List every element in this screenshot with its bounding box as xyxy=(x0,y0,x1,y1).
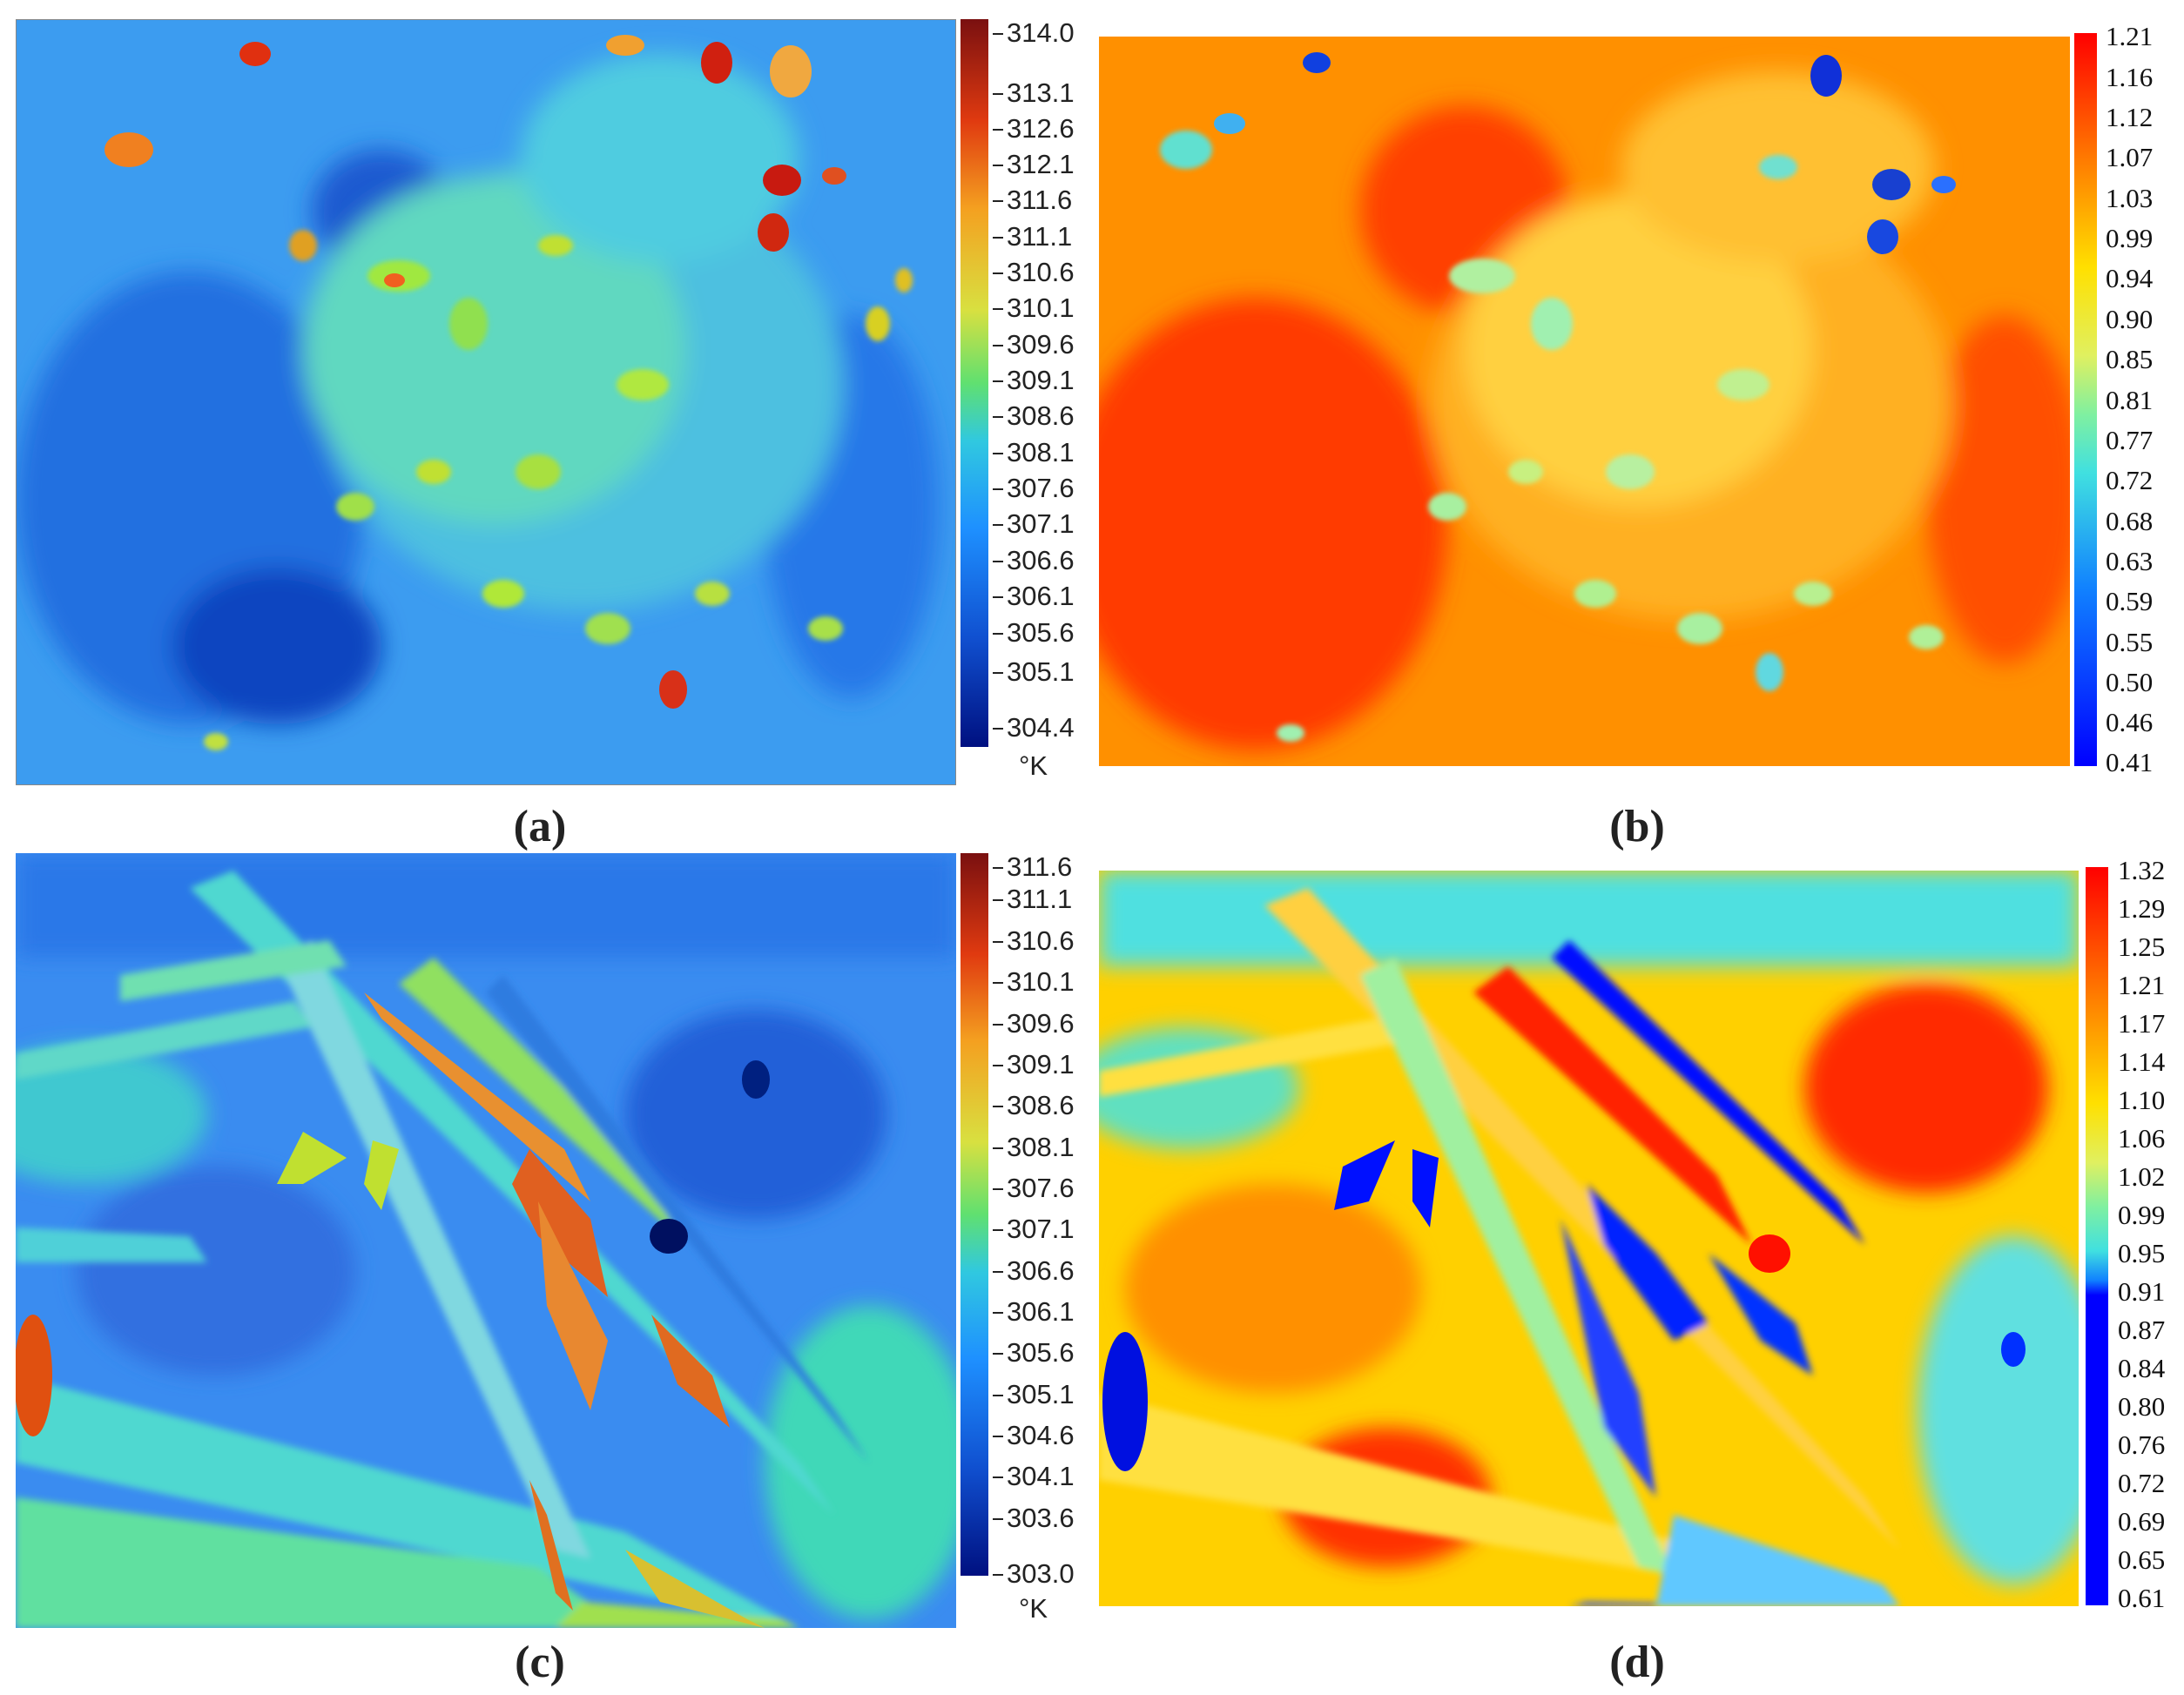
panel-d: 1.32 1.29 1.25 1.21 1.17 1.14 1.10 1.06 … xyxy=(1089,844,2184,1637)
tick-b-5: 0.99 xyxy=(2106,223,2154,253)
tick-b-4: 1.03 xyxy=(2106,183,2154,213)
tick-d-3: 1.21 xyxy=(2118,970,2166,1000)
ndvi-image-b xyxy=(1099,37,2070,766)
tick-d-15: 0.76 xyxy=(2118,1429,2166,1460)
tick-b-10: 0.77 xyxy=(2106,425,2154,455)
tick-d-5: 1.14 xyxy=(2118,1046,2166,1077)
unit-label-a: °K xyxy=(1019,750,1048,781)
tick-b-6: 0.94 xyxy=(2106,263,2154,293)
caption-a: (a) xyxy=(513,802,567,851)
tick-d-0: 1.32 xyxy=(2118,855,2166,885)
tick-b-12: 0.68 xyxy=(2106,506,2154,536)
tick-b-0: 1.21 xyxy=(2106,21,2154,51)
tick-b-13: 0.63 xyxy=(2106,546,2154,576)
tick-d-17: 0.69 xyxy=(2118,1506,2166,1537)
tick-d-18: 0.65 xyxy=(2118,1544,2166,1575)
thermal-image-a xyxy=(16,19,956,785)
color-scale-d xyxy=(2086,867,2108,1605)
tick-b-8: 0.85 xyxy=(2106,344,2154,374)
tick-b-11: 0.72 xyxy=(2106,465,2154,495)
tick-b-2: 1.12 xyxy=(2106,102,2154,132)
tick-b-17: 0.46 xyxy=(2106,707,2154,737)
tick-b-7: 0.90 xyxy=(2106,304,2154,334)
tick-b-9: 0.81 xyxy=(2106,385,2154,415)
tick-b-14: 0.59 xyxy=(2106,586,2154,616)
tick-b-16: 0.50 xyxy=(2106,667,2154,697)
tick-d-2: 1.25 xyxy=(2118,932,2166,962)
caption-d: (d) xyxy=(1609,1638,1665,1687)
tick-d-9: 0.99 xyxy=(2118,1200,2166,1230)
color-scale-c xyxy=(961,853,988,1576)
panel-c: 311.6 311.1 310.6 310.1 309.6 309.1 308.… xyxy=(0,844,1084,1637)
tick-d-14: 0.80 xyxy=(2118,1391,2166,1422)
color-scale-a-gradient xyxy=(961,19,988,747)
tick-d-12: 0.87 xyxy=(2118,1315,2166,1345)
caption-b: (b) xyxy=(1609,802,1665,851)
color-scale-a xyxy=(961,19,988,747)
color-scale-c-gradient xyxy=(961,853,988,1576)
panel-b: 1.21 1.16 1.12 1.07 1.03 0.99 0.94 0.90 … xyxy=(1089,0,2184,836)
tick-d-6: 1.10 xyxy=(2118,1085,2166,1115)
tick-d-11: 0.91 xyxy=(2118,1276,2166,1307)
tick-d-7: 1.06 xyxy=(2118,1123,2166,1154)
color-scale-b xyxy=(2074,33,2097,766)
tick-b-18: 0.41 xyxy=(2106,747,2154,777)
panel-a: 314.0 313.1 312.6 312.1 311.6 311.1 310.… xyxy=(0,0,1084,836)
tick-d-1: 1.29 xyxy=(2118,893,2166,924)
tick-b-1: 1.16 xyxy=(2106,62,2154,92)
unit-label-c: °K xyxy=(1019,1593,1048,1624)
tick-b-3: 1.07 xyxy=(2106,142,2154,172)
tick-d-19: 0.61 xyxy=(2118,1583,2166,1613)
tick-d-4: 1.17 xyxy=(2118,1008,2166,1039)
caption-c: (c) xyxy=(515,1638,565,1687)
tick-d-8: 1.02 xyxy=(2118,1161,2166,1192)
tick-d-16: 0.72 xyxy=(2118,1468,2166,1498)
tick-d-10: 0.95 xyxy=(2118,1238,2166,1268)
thermal-image-c xyxy=(16,853,956,1628)
color-scale-d-gradient xyxy=(2086,867,2108,1605)
color-scale-b-gradient xyxy=(2074,33,2097,766)
tick-b-15: 0.55 xyxy=(2106,627,2154,657)
ndvi-image-d xyxy=(1099,871,2079,1606)
tick-d-13: 0.84 xyxy=(2118,1353,2166,1383)
